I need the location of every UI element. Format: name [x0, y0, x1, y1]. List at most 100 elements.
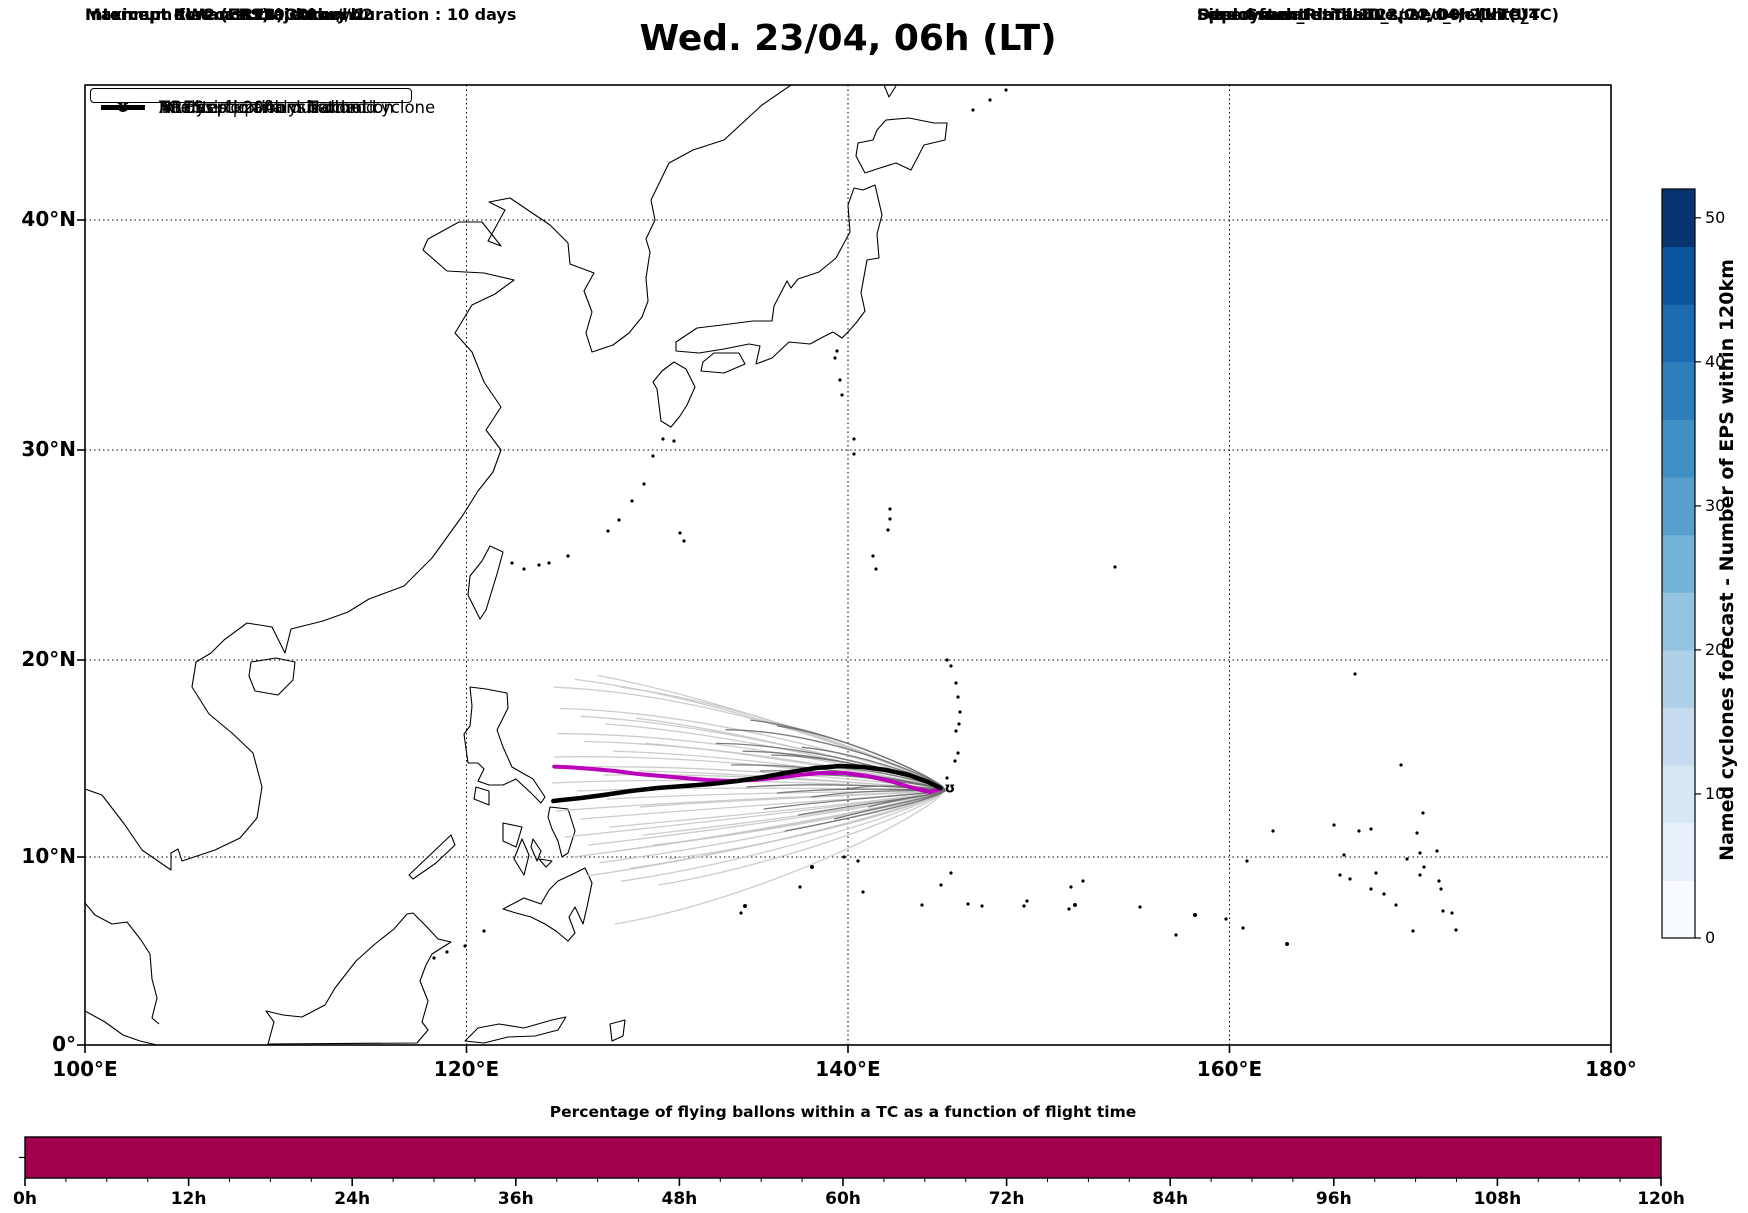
colorbar-band: [1662, 649, 1695, 709]
island-dot: [1224, 917, 1228, 921]
map-gridlines: [85, 85, 1611, 1045]
x-tick-label-140°E: 140°E: [815, 1057, 881, 1081]
forecast-setting-line-0: Maximum forecast trajectory duration : 1…: [85, 5, 517, 24]
island-dot: [1193, 913, 1197, 917]
colorbar-band: [1662, 361, 1695, 420]
island-dot: [1418, 851, 1422, 855]
colorbar-band: [1662, 707, 1695, 766]
island-dot: [838, 378, 842, 382]
island-dot: [606, 529, 610, 533]
island-dot: [1081, 879, 1085, 883]
island-dot: [566, 554, 570, 558]
site-info-line-3: Deployment date: Tue. 22/04, 20h (UTC): [1197, 5, 1559, 24]
island-dot: [852, 452, 856, 456]
analysis-trajectory: [551, 763, 943, 804]
legend-item-label: Interception from Named cyclone: [159, 97, 436, 117]
x-tick-label-180°: 180°: [1585, 1057, 1637, 1081]
island-dot: [1422, 865, 1426, 869]
y-tick-label-0°: 0°: [52, 1032, 76, 1056]
legend-item-label: TC obs. for analysis duration: [159, 97, 394, 117]
island-dot: [1369, 887, 1373, 891]
legend-item-label: Analysis | 204h duration: [159, 97, 360, 117]
island-dot: [1022, 904, 1026, 908]
island-dot: [682, 539, 686, 543]
panay: [502, 822, 523, 848]
island-dot: [617, 518, 621, 522]
colorbar-tick-label-30: 30: [1705, 495, 1726, 515]
legend-line-swatch: [101, 104, 145, 110]
island-dot: [988, 98, 992, 102]
flight-tick-label-120h: 120h: [1637, 1189, 1685, 1209]
hres-and-analysis-trajectories: ʊ: [551, 763, 955, 804]
colorbar-band: [1662, 765, 1695, 824]
island-dot: [1441, 909, 1445, 913]
island-dot: [743, 904, 747, 908]
island-dot: [966, 902, 970, 906]
luzon: [463, 686, 546, 804]
colorbar-band: [1662, 304, 1695, 363]
island-dot: [1418, 873, 1422, 877]
island-dot: [833, 356, 837, 360]
flight-tick-label-12h: 12h: [170, 1189, 207, 1209]
kyushu: [652, 361, 696, 428]
bohol: [538, 858, 553, 868]
coastlines: [85, 85, 948, 1045]
colorbar-tick-label-40: 40: [1705, 351, 1726, 371]
island-dot: [956, 751, 960, 755]
island-dot: [1138, 905, 1142, 909]
sakhalin-tip: [883, 85, 897, 98]
island-dot: [482, 929, 486, 933]
figure-title: Wed. 23/04, 06h (LT): [639, 18, 1057, 59]
flight-tick-label-96h: 96h: [1315, 1189, 1352, 1209]
island-dot: [1411, 929, 1415, 933]
island-dot: [1454, 928, 1458, 932]
colorbar-band: [1662, 592, 1695, 651]
island-dot: [954, 729, 958, 733]
island-dot: [861, 890, 865, 894]
island-dot: [537, 563, 541, 567]
y-tick-label-10°N: 10°N: [21, 844, 76, 868]
x-tick-label-120°E: 120°E: [433, 1057, 500, 1081]
island-dot: [445, 950, 449, 954]
colorbar-frame: [1661, 188, 1696, 939]
forecast-setting-line-2: Intercept RW2 (EPS): 30km/h2: [85, 5, 365, 24]
y-tick-label-40°N: 40°N: [21, 207, 76, 231]
colorbar-band: [1662, 822, 1695, 881]
island-dot: [939, 883, 943, 887]
flight-tick-label-72h: 72h: [988, 1189, 1025, 1209]
legend-item-label: Interception from Trochoid: [159, 97, 377, 117]
island-dot: [1357, 829, 1361, 833]
island-dot: [956, 695, 960, 699]
map-legend: No Interception Interception from Named c…: [90, 88, 435, 117]
colorbar: [1661, 188, 1701, 939]
x-tick-label-100°E: 100°E: [52, 1057, 118, 1081]
colorbar-tick-label-0: 0: [1705, 928, 1716, 947]
island-dot: [886, 528, 890, 532]
island-dot: [661, 437, 665, 441]
flight-time-bar-chart: [19, 1136, 1662, 1186]
borneo: [265, 912, 452, 1045]
ensemble-trajectories-light: [551, 674, 944, 925]
island-dot: [888, 517, 892, 521]
island-dot: [1069, 885, 1073, 889]
colorbar-band: [1662, 189, 1695, 248]
island-dot: [1332, 823, 1336, 827]
island-dot: [1399, 763, 1403, 767]
island-dot: [1405, 857, 1409, 861]
samar-leyte: [547, 806, 576, 858]
island-dot: [871, 554, 875, 558]
island-dot: [1271, 829, 1275, 833]
island-dot: [980, 904, 984, 908]
taiwan: [467, 545, 504, 620]
hainan: [248, 657, 296, 696]
island-dot: [874, 567, 878, 571]
island-dot: [1415, 831, 1419, 835]
island-dot: [1369, 827, 1373, 831]
island-dot: [510, 561, 514, 565]
legend-item-tc-obs: ʊ TC obs. for analysis duration: [101, 96, 394, 119]
forecast-setting-line-1: Intercept distance: 300km: [85, 5, 324, 24]
island-dot: [1004, 88, 1008, 92]
flight-bar-title: Percentage of flying ballons within a TC…: [549, 1103, 1137, 1121]
island-dot: [1338, 873, 1342, 877]
percentage-bar: [25, 1137, 1661, 1178]
